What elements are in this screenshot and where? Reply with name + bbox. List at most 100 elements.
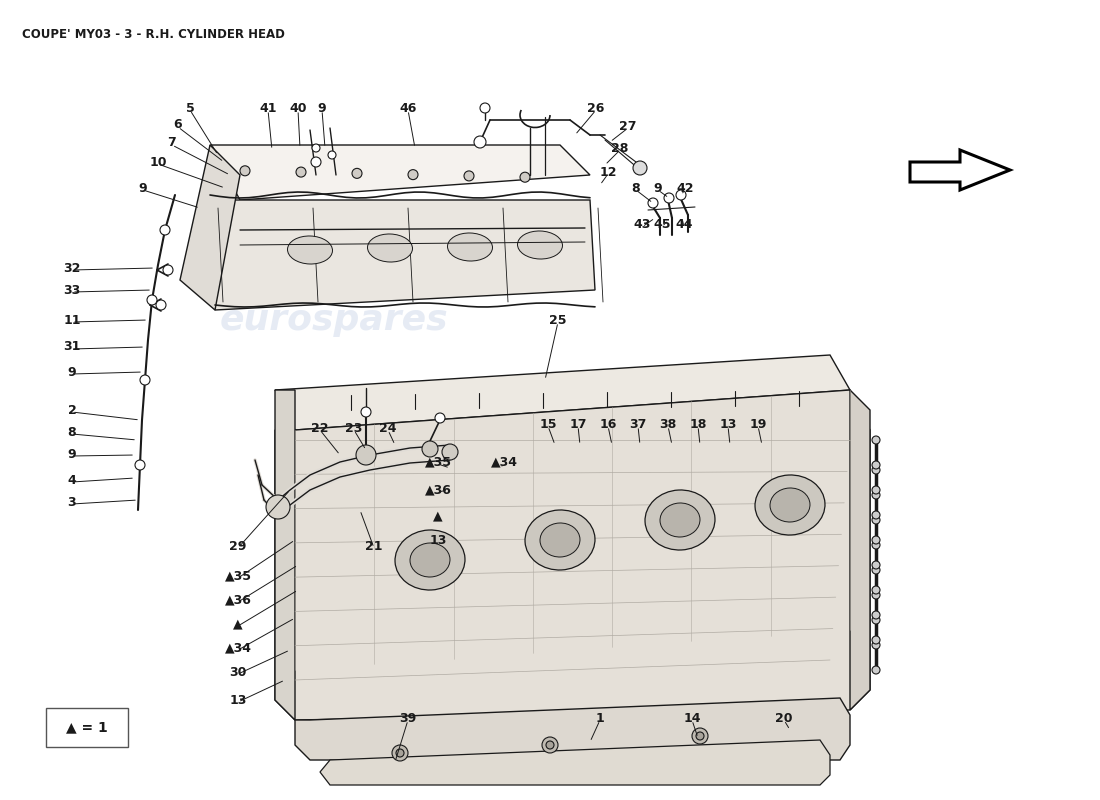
Polygon shape <box>910 150 1010 190</box>
Circle shape <box>480 103 490 113</box>
Text: 1: 1 <box>595 711 604 725</box>
Circle shape <box>676 190 686 200</box>
Circle shape <box>356 445 376 465</box>
Text: 31: 31 <box>64 341 80 354</box>
Circle shape <box>872 486 880 494</box>
Text: 13: 13 <box>229 694 246 706</box>
Circle shape <box>872 466 880 474</box>
Circle shape <box>135 460 145 470</box>
Text: 8: 8 <box>68 426 76 438</box>
Text: 32: 32 <box>64 262 80 274</box>
Text: ▲: ▲ <box>233 618 243 630</box>
Circle shape <box>872 616 880 624</box>
Circle shape <box>872 636 880 644</box>
Circle shape <box>312 144 320 152</box>
Ellipse shape <box>770 488 810 522</box>
Text: 37: 37 <box>629 418 647 430</box>
Circle shape <box>408 170 418 180</box>
Polygon shape <box>320 740 830 785</box>
Circle shape <box>872 611 880 619</box>
Circle shape <box>872 491 880 499</box>
Text: 8: 8 <box>631 182 640 194</box>
Text: 7: 7 <box>167 137 176 150</box>
Text: 12: 12 <box>600 166 617 178</box>
Circle shape <box>872 541 880 549</box>
Circle shape <box>872 461 880 469</box>
Text: 15: 15 <box>539 418 557 430</box>
Text: 24: 24 <box>379 422 397 434</box>
Circle shape <box>147 295 157 305</box>
Ellipse shape <box>287 236 332 264</box>
Text: 2: 2 <box>67 403 76 417</box>
Text: 41: 41 <box>260 102 277 114</box>
Circle shape <box>872 586 880 594</box>
Text: 28: 28 <box>612 142 629 154</box>
Text: eurospares: eurospares <box>220 303 449 337</box>
Text: 33: 33 <box>64 283 80 297</box>
Ellipse shape <box>540 523 580 557</box>
Text: 18: 18 <box>690 418 706 430</box>
Text: ▲35: ▲35 <box>425 455 451 469</box>
Circle shape <box>546 741 554 749</box>
Ellipse shape <box>410 543 450 577</box>
Text: 27: 27 <box>619 119 637 133</box>
Polygon shape <box>275 390 295 720</box>
Circle shape <box>296 167 306 177</box>
Circle shape <box>692 728 708 744</box>
Text: 13: 13 <box>719 418 737 430</box>
Text: ▲36: ▲36 <box>224 594 252 606</box>
Circle shape <box>872 561 880 569</box>
Ellipse shape <box>448 233 493 261</box>
Circle shape <box>664 193 674 203</box>
Text: 11: 11 <box>64 314 80 326</box>
Polygon shape <box>850 390 870 710</box>
Text: 42: 42 <box>676 182 694 194</box>
Text: 30: 30 <box>229 666 246 678</box>
Text: 10: 10 <box>150 155 167 169</box>
Text: 19: 19 <box>749 418 767 430</box>
Text: 9: 9 <box>318 102 327 114</box>
Circle shape <box>361 407 371 417</box>
Circle shape <box>156 300 166 310</box>
Circle shape <box>872 516 880 524</box>
Ellipse shape <box>755 475 825 535</box>
Text: 44: 44 <box>675 218 693 231</box>
Circle shape <box>392 745 408 761</box>
Text: 5: 5 <box>186 102 195 114</box>
Text: 22: 22 <box>311 422 329 434</box>
Circle shape <box>311 157 321 167</box>
Circle shape <box>520 172 530 182</box>
Circle shape <box>160 225 170 235</box>
Circle shape <box>872 566 880 574</box>
Text: 39: 39 <box>399 711 417 725</box>
Text: 46: 46 <box>399 102 417 114</box>
Circle shape <box>872 591 880 599</box>
Text: 45: 45 <box>653 218 671 231</box>
Text: 13: 13 <box>429 534 447 546</box>
Text: 20: 20 <box>776 711 793 725</box>
Polygon shape <box>210 200 595 310</box>
Circle shape <box>696 732 704 740</box>
Text: 9: 9 <box>68 366 76 378</box>
Ellipse shape <box>517 231 562 259</box>
Text: ▲35: ▲35 <box>224 570 252 582</box>
Text: 26: 26 <box>587 102 605 114</box>
Circle shape <box>328 151 336 159</box>
Ellipse shape <box>525 510 595 570</box>
Circle shape <box>140 375 150 385</box>
Text: 14: 14 <box>683 711 701 725</box>
Circle shape <box>396 749 404 757</box>
Circle shape <box>240 166 250 176</box>
Circle shape <box>434 413 446 423</box>
Text: 4: 4 <box>67 474 76 486</box>
Circle shape <box>872 641 880 649</box>
Text: 25: 25 <box>549 314 566 326</box>
Circle shape <box>872 436 880 444</box>
Circle shape <box>648 198 658 208</box>
Polygon shape <box>210 145 590 200</box>
Text: ▲: ▲ <box>433 510 443 522</box>
Circle shape <box>266 495 290 519</box>
Text: COUPE' MY03 - 3 - R.H. CYLINDER HEAD: COUPE' MY03 - 3 - R.H. CYLINDER HEAD <box>22 28 285 41</box>
Circle shape <box>464 171 474 181</box>
Text: 9: 9 <box>139 182 147 194</box>
